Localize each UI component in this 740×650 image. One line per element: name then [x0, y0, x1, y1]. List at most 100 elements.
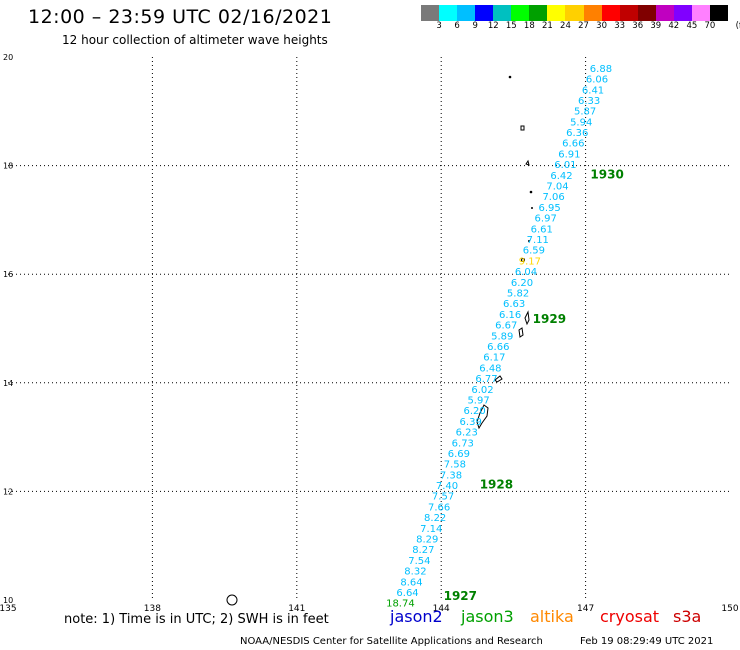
wave-height-label: 6.20 — [511, 278, 533, 289]
wave-height-label: 6.73 — [452, 438, 474, 449]
colorbar-label: 21 — [541, 21, 553, 31]
legend-item-jason3: jason3 — [461, 607, 514, 626]
map-grid — [8, 57, 730, 600]
colorbar-swatch — [493, 5, 512, 21]
lon-tick-label: 138 — [144, 604, 161, 614]
colorbar-label: 27 — [578, 21, 589, 31]
map-subtitle: 12 hour collection of altimeter wave hei… — [62, 33, 328, 47]
lat-tick-label: 16 — [3, 270, 13, 279]
legend-item-cryosat: cryosat — [600, 607, 660, 626]
wave-height-label: 7.54 — [408, 556, 430, 567]
wave-height-label: 6.95 — [538, 203, 560, 214]
timestamp-text: Feb 19 08:29:49 UTC 2021 — [580, 636, 714, 647]
lat-tick-label: 20 — [3, 53, 13, 62]
wave-height-label: 6.42 — [550, 171, 572, 182]
colorbar-swatch — [421, 5, 440, 21]
island-outline — [494, 375, 503, 383]
colorbar-label: 36 — [632, 21, 644, 31]
wave-height-label: 5.94 — [570, 117, 592, 128]
lat-tick-label: 14 — [3, 379, 13, 388]
wave-height-label: 9.17 — [519, 256, 541, 267]
wave-height-label: 18.74 — [386, 599, 415, 610]
colorbar-swatch — [457, 5, 476, 21]
colorbar-label: 33 — [614, 21, 626, 31]
wave-height-label: 7.06 — [542, 192, 564, 203]
island-outline — [524, 310, 530, 326]
wave-height-label: 6.23 — [456, 428, 478, 439]
pass-labels: 1930 1929 1928 1927 — [444, 168, 624, 603]
note-text: note: 1) Time is in UTC; 2) SWH is in fe… — [64, 612, 329, 627]
lon-tick-label: 144 — [433, 604, 450, 614]
wave-height-label: 6.01 — [554, 160, 576, 171]
lat-tick-label: 18 — [3, 162, 13, 171]
lon-tick-label: 135 — [0, 604, 17, 614]
island-outlines — [226, 75, 533, 606]
colorbar-swatch — [655, 5, 675, 21]
legend-item-s3a: s3a — [673, 607, 702, 626]
pass-label: 1927 — [444, 589, 477, 603]
wave-height-label: 6.61 — [531, 224, 553, 235]
wave-height-label: 5.97 — [467, 395, 489, 406]
colorbar-label: 39 — [650, 21, 662, 31]
island-outline — [529, 190, 533, 194]
colorbar-swatch — [709, 5, 729, 21]
island-outline — [525, 159, 530, 166]
colorbar-swatch — [565, 5, 585, 21]
wave-height-label: 8.27 — [412, 545, 434, 556]
lon-tick-label: 147 — [577, 604, 594, 614]
jason3-track: 6.886.066.416.335.875.946.366.666.916.01… — [386, 64, 612, 610]
wave-height-label: 7.58 — [444, 460, 466, 471]
colorbar-label: 45 — [686, 21, 698, 31]
wave-height-label: 7.57 — [432, 492, 454, 503]
wave-height-label: 7.66 — [428, 502, 450, 513]
wave-height-label: 7.40 — [436, 481, 458, 492]
colorbar-label: 15 — [505, 21, 517, 31]
island-outline — [520, 125, 525, 131]
pass-label: 1928 — [480, 478, 513, 492]
wave-height-label: 6.66 — [487, 342, 509, 353]
island-outline — [508, 75, 512, 79]
axis-tick-labels: 135 138 141 144 147 150 10 12 14 16 18 20 — [0, 53, 739, 614]
wave-height-label: 6.39 — [460, 417, 482, 428]
pass-label: 1929 — [533, 312, 566, 326]
island-outline — [226, 594, 238, 606]
colorbar-swatch — [475, 5, 494, 21]
wave-height-label: 6.20 — [464, 406, 486, 417]
wave-height-label: 6.64 — [396, 588, 418, 599]
wave-height-label: 6.02 — [471, 385, 493, 396]
wave-height-label: 7.11 — [527, 235, 549, 246]
island-outline — [476, 404, 489, 430]
wave-height-label: 6.88 — [590, 64, 612, 75]
island-outline — [528, 240, 530, 242]
island-outline — [521, 258, 525, 262]
wave-height-label: 6.36 — [566, 128, 588, 139]
wave-height-label: 6.48 — [479, 363, 501, 374]
colorbar-swatch — [547, 5, 566, 21]
wave-height-label: 5.89 — [491, 331, 513, 342]
legend-item-altika: altika — [530, 607, 574, 626]
wave-height-label: 8.29 — [416, 535, 438, 546]
colorbar-swatch — [529, 5, 548, 21]
colorbar-label: 12 — [487, 21, 499, 31]
legend-item-jason2: jason2 — [390, 607, 443, 626]
wave-height-label: 6.91 — [558, 149, 580, 160]
colorbar-label: 30 — [596, 21, 607, 31]
colorbar-swatch — [583, 5, 603, 21]
lon-tick-label: 150 — [721, 604, 738, 614]
colorbar-swatch — [637, 5, 657, 21]
colorbar-label: (ft) — [735, 21, 740, 31]
colorbar-label: 9 — [472, 21, 478, 31]
lat-tick-label: 12 — [3, 487, 13, 496]
colorbar-swatch — [439, 5, 458, 21]
colorbar-swatch — [511, 5, 530, 21]
wave-height-label: 5.82 — [507, 288, 529, 299]
pass-label: 1930 — [590, 168, 623, 182]
wave-height-label: 7.14 — [420, 524, 442, 535]
colorbar-swatch — [691, 5, 711, 21]
wave-height-label: 6.04 — [515, 267, 537, 278]
wave-height-label: 6.16 — [499, 310, 521, 321]
colorbar-label: 24 — [560, 21, 571, 31]
wave-height-label: 6.67 — [495, 321, 517, 332]
